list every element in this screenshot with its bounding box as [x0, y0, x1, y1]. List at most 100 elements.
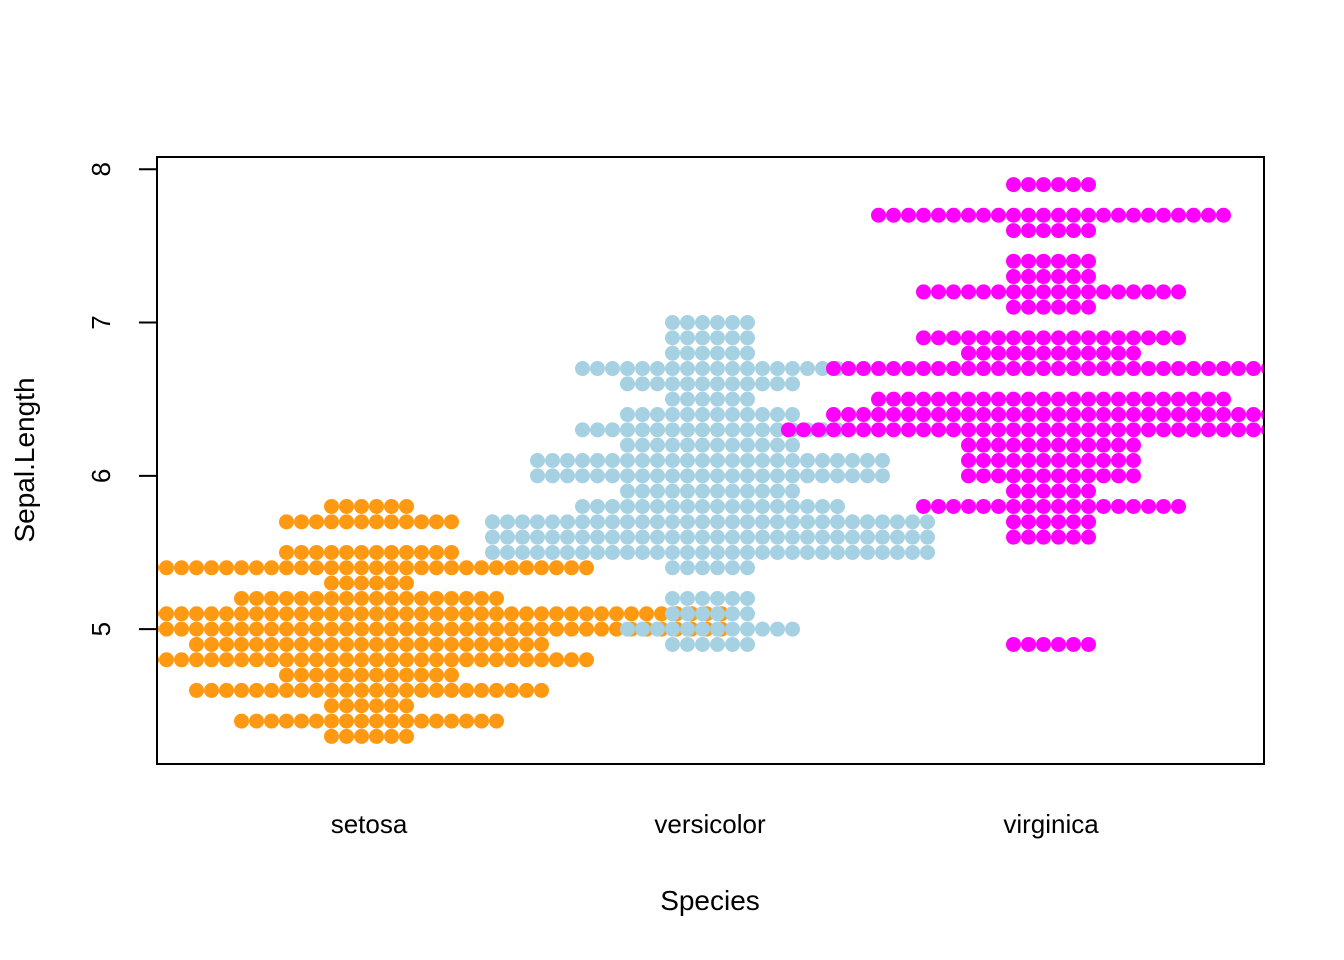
point-virginica: [1156, 361, 1171, 377]
point-versicolor: [605, 544, 620, 560]
point-versicolor: [725, 590, 740, 606]
point-virginica: [1171, 407, 1186, 423]
point-virginica: [1036, 345, 1051, 361]
point-virginica: [1066, 299, 1081, 315]
point-virginica: [1006, 498, 1021, 514]
point-setosa: [339, 698, 354, 714]
point-versicolor: [725, 315, 740, 331]
point-setosa: [429, 606, 444, 622]
point-versicolor: [695, 606, 710, 622]
point-versicolor: [725, 560, 740, 576]
point-setosa: [399, 713, 414, 729]
point-setosa: [369, 560, 384, 576]
point-versicolor: [875, 468, 890, 484]
point-setosa: [39, 606, 54, 621]
point-setosa: [579, 606, 594, 622]
point-setosa: [309, 544, 324, 560]
point-versicolor: [695, 636, 710, 652]
point-setosa: [459, 590, 474, 606]
point-setosa: [309, 514, 324, 530]
point-versicolor: [710, 407, 725, 423]
point-setosa: [204, 682, 219, 698]
point-versicolor: [695, 315, 710, 331]
point-setosa: [69, 622, 84, 637]
point-setosa: [384, 682, 399, 698]
point-virginica: [1006, 483, 1021, 499]
point-virginica: [1096, 453, 1111, 468]
point-versicolor: [590, 468, 605, 484]
point-versicolor: [680, 453, 695, 468]
point-virginica: [1051, 299, 1066, 315]
point-setosa: [294, 621, 309, 637]
point-versicolor: [710, 330, 725, 346]
point-virginica: [1141, 284, 1156, 300]
point-setosa: [609, 606, 624, 622]
point-virginica: [1036, 453, 1051, 468]
point-versicolor: [590, 453, 605, 468]
point-virginica: [1126, 422, 1141, 438]
point-versicolor: [680, 345, 695, 361]
point-versicolor: [785, 514, 800, 530]
point-virginica: [841, 422, 856, 438]
point-virginica: [961, 207, 976, 223]
point-versicolor: [635, 529, 650, 545]
point-virginica: [1186, 391, 1201, 407]
point-versicolor: [905, 529, 920, 545]
point-setosa: [24, 622, 39, 637]
point-versicolor: [515, 544, 530, 560]
point-setosa: [519, 560, 534, 576]
point-virginica: [841, 361, 856, 377]
point-setosa: [339, 590, 354, 606]
point-setosa: [399, 544, 414, 560]
point-versicolor: [785, 361, 800, 377]
point-virginica: [1216, 422, 1231, 438]
point-virginica: [1036, 223, 1051, 239]
point-setosa: [399, 652, 414, 668]
point-virginica: [1066, 330, 1081, 346]
point-setosa: [474, 713, 489, 729]
point-virginica: [901, 407, 916, 423]
point-virginica: [871, 407, 886, 423]
point-setosa: [459, 606, 474, 622]
point-versicolor: [875, 529, 890, 545]
point-virginica: [1036, 514, 1051, 530]
point-versicolor: [545, 468, 560, 484]
point-versicolor: [515, 529, 530, 545]
point-setosa: [399, 698, 414, 714]
point-virginica: [826, 407, 841, 423]
point-virginica: [961, 330, 976, 346]
point-virginica: [1081, 345, 1096, 361]
point-versicolor: [905, 514, 920, 530]
point-setosa: [369, 667, 384, 683]
point-setosa: [339, 636, 354, 652]
point-versicolor: [635, 453, 650, 468]
point-versicolor: [620, 453, 635, 468]
point-versicolor: [755, 422, 770, 438]
point-versicolor: [815, 514, 830, 530]
point-virginica: [1111, 345, 1126, 361]
point-setosa: [354, 606, 369, 622]
point-virginica: [796, 422, 811, 438]
point-virginica: [1126, 407, 1141, 423]
point-virginica: [1021, 483, 1036, 499]
point-versicolor: [770, 483, 785, 499]
point-virginica: [1156, 284, 1171, 300]
point-setosa: [294, 682, 309, 698]
point-virginica: [1006, 207, 1021, 223]
point-setosa: [489, 590, 504, 606]
point-versicolor: [755, 544, 770, 560]
point-virginica: [871, 422, 886, 438]
point-setosa: [399, 590, 414, 606]
point-versicolor: [890, 529, 905, 545]
point-virginica: [1111, 453, 1126, 468]
point-setosa: [309, 636, 324, 652]
point-virginica: [946, 498, 961, 514]
point-versicolor: [890, 544, 905, 560]
point-versicolor: [665, 437, 680, 453]
point-setosa: [429, 514, 444, 530]
point-virginica: [1186, 207, 1201, 223]
point-versicolor: [800, 361, 815, 377]
point-virginica: [1066, 514, 1081, 530]
point-virginica: [1066, 529, 1081, 545]
point-virginica: [1066, 223, 1081, 239]
